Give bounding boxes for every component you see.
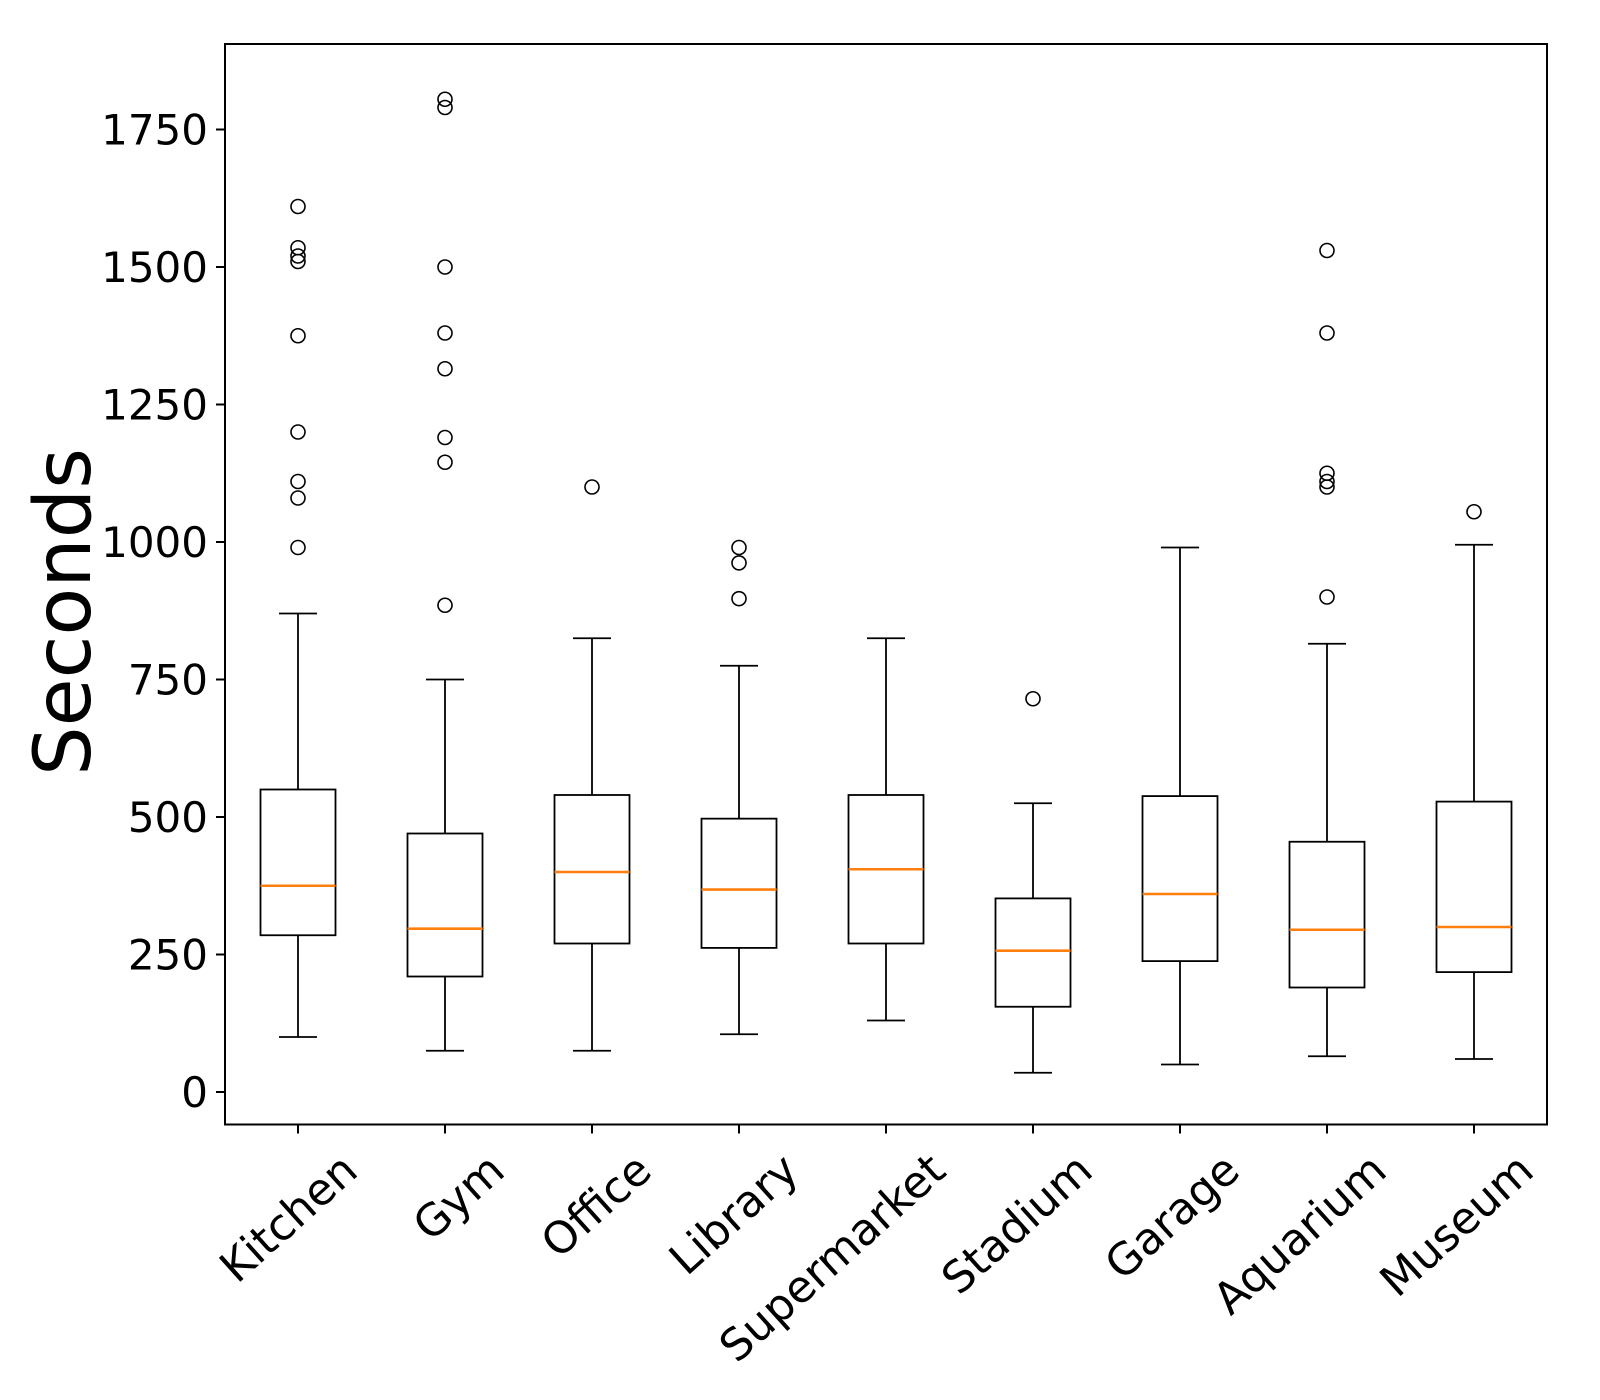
- iqr-box: [1288, 840, 1366, 989]
- outlier-point: [437, 360, 453, 377]
- outlier-point: [731, 590, 747, 607]
- box-office: [553, 479, 631, 1052]
- outlier-point: [290, 239, 306, 256]
- y-tick-label: 1500: [101, 243, 208, 292]
- outlier-point: [731, 555, 747, 571]
- outlier-point: [290, 473, 306, 490]
- iqr-box: [1435, 800, 1513, 973]
- outlier-point: [290, 490, 306, 506]
- outlier-point: [290, 424, 306, 440]
- box-gym: [406, 91, 484, 1052]
- outlier-point: [437, 91, 453, 108]
- outlier-point: [1319, 473, 1335, 490]
- outlier-point: [437, 99, 453, 116]
- box-supermarket: [847, 637, 925, 1022]
- iqr-box: [700, 817, 778, 949]
- y-tick-label: 250: [128, 931, 208, 980]
- y-tick-label: 500: [128, 793, 208, 842]
- y-tick-label: 1750: [101, 106, 208, 155]
- outlier-point: [584, 479, 600, 495]
- x-tick-label-gym: Gym: [404, 1144, 515, 1251]
- x-tick-label-kitchen: Kitchen: [210, 1144, 367, 1293]
- outlier-point: [437, 454, 453, 471]
- outlier-point: [290, 198, 306, 215]
- outlier-point: [1025, 690, 1041, 707]
- iqr-box: [1141, 795, 1219, 962]
- outlier-point: [1319, 589, 1335, 605]
- box-garage: [1141, 546, 1219, 1066]
- y-axis-title: Seconds: [19, 448, 109, 776]
- iqr-box: [406, 832, 484, 978]
- x-tick-label-stadium: Stadium: [932, 1144, 1102, 1304]
- box-aquarium: [1288, 242, 1366, 1058]
- outlier-point: [731, 539, 747, 556]
- box-museum: [1435, 503, 1513, 1060]
- y-tick-label: 1250: [101, 381, 208, 430]
- y-tick-label: 0: [181, 1068, 208, 1117]
- outlier-point: [1319, 465, 1335, 482]
- y-tick-label: 1000: [101, 518, 208, 567]
- outlier-point: [437, 429, 453, 446]
- outlier-point: [1319, 325, 1335, 341]
- box-stadium: [994, 690, 1072, 1074]
- y-tick-label: 750: [128, 656, 208, 705]
- outlier-point: [290, 539, 306, 556]
- outlier-point: [1319, 479, 1335, 495]
- box-kitchen: [259, 198, 337, 1038]
- x-tick-label-office: Office: [532, 1144, 662, 1268]
- outlier-point: [437, 597, 453, 614]
- outlier-point: [1466, 503, 1482, 520]
- outlier-point: [437, 325, 453, 341]
- iqr-box: [994, 897, 1072, 1008]
- outlier-point: [437, 259, 453, 275]
- x-tick-label-library: Library: [660, 1144, 808, 1285]
- iqr-box: [553, 794, 631, 945]
- plot-area: 0 250 500 750 1000 1250 1500 1750 Kitchen Gym Offi…: [101, 43, 1548, 1372]
- outlier-point: [1319, 242, 1335, 259]
- iqr-box: [259, 788, 337, 937]
- outlier-point: [290, 248, 306, 264]
- x-tick-label-museum: Museum: [1371, 1144, 1544, 1307]
- outlier-point: [290, 327, 306, 344]
- box-library: [700, 539, 778, 1036]
- outlier-point: [290, 253, 306, 270]
